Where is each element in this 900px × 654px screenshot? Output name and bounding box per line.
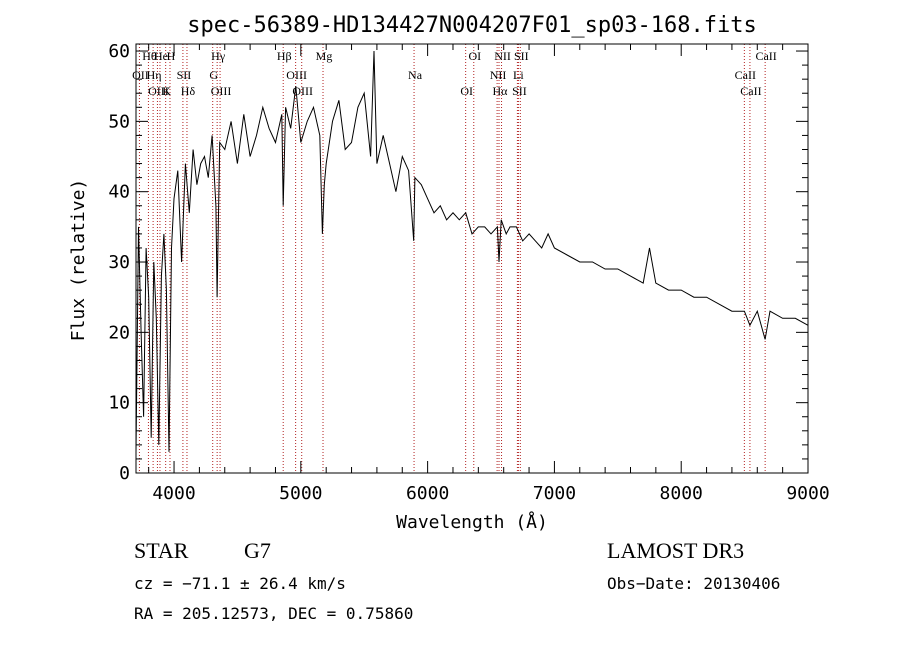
- x-axis-ticks: 4000 5000 6000 7000 8000 9000: [148, 44, 830, 504]
- y-tick-label: 0: [119, 463, 130, 484]
- x-tick-label: 7000: [533, 483, 576, 504]
- spectral-line-markers: [138, 44, 766, 473]
- line-label-oiii: OIII: [286, 68, 307, 82]
- y-tick-label: 20: [108, 322, 130, 343]
- line-label-oi: OI: [460, 84, 473, 98]
- line-label-nii: NII: [494, 49, 511, 63]
- line-label-nii: NII: [490, 68, 507, 82]
- line-label-sii: SII: [177, 68, 192, 82]
- line-label-hβ: Hβ: [277, 49, 292, 63]
- object-type: STAR: [134, 538, 189, 563]
- y-axis-label: Flux (relative): [68, 179, 89, 342]
- line-label-na: Na: [408, 68, 423, 82]
- y-tick-label: 50: [108, 111, 130, 132]
- y-tick-label: 60: [108, 41, 130, 62]
- ra-dec-coordinates: RA = 205.12573, DEC = 0.75860: [134, 604, 414, 623]
- line-label-caii: CaII: [735, 68, 756, 82]
- y-tick-label: 10: [108, 393, 130, 414]
- line-label-h: H: [167, 49, 176, 63]
- redshift-velocity: cz = −71.1 ± 26.4 km/s: [134, 574, 346, 593]
- line-label-hα: Hα: [493, 84, 509, 98]
- line-label-oiii: OIII: [211, 84, 232, 98]
- observation-date: Obs−Date: 20130406: [607, 574, 781, 593]
- spectral-line-labels: HθOIIOIIIHeHηKHSIIHδHγGOIIIHβOIIIOIIIMgN…: [132, 49, 777, 98]
- x-tick-label: 6000: [406, 483, 449, 504]
- y-axis-ticks: 0 10 20 30 40 50 60: [108, 41, 808, 484]
- x-tick-label: 9000: [786, 483, 829, 504]
- line-label-hγ: Hγ: [211, 49, 226, 63]
- spectrum-line: [135, 50, 809, 452]
- x-tick-label: 4000: [152, 483, 195, 504]
- line-label-oiii: OIII: [148, 84, 169, 98]
- line-label-oiii: OIII: [292, 84, 313, 98]
- line-label-caii: CaII: [755, 49, 776, 63]
- line-label-mg: Mg: [316, 49, 333, 63]
- x-tick-label: 5000: [279, 483, 322, 504]
- line-label-g: G: [209, 68, 218, 82]
- y-tick-label: 30: [108, 252, 130, 273]
- x-axis-label: Wavelength (Å): [396, 511, 548, 533]
- subclass: G7: [244, 538, 271, 563]
- line-label-k: K: [162, 84, 171, 98]
- line-label-hη: Hη: [147, 68, 162, 82]
- line-label-caii: CaII: [740, 84, 761, 98]
- line-label-he: He: [154, 49, 168, 63]
- line-label-oi: OI: [468, 49, 481, 63]
- survey-name: LAMOST DR3: [607, 538, 745, 563]
- x-tick-label: 8000: [660, 483, 703, 504]
- chart-title: spec-56389-HD134427N004207F01_sp03-168.f…: [187, 13, 757, 38]
- line-label-sii: SII: [512, 84, 527, 98]
- line-label-hθ: Hθ: [142, 49, 157, 63]
- line-label-li: Li: [513, 68, 524, 82]
- line-label-hδ: Hδ: [181, 84, 196, 98]
- y-tick-label: 40: [108, 182, 130, 203]
- plot-frame: [135, 43, 809, 474]
- line-label-sii: SII: [514, 49, 529, 63]
